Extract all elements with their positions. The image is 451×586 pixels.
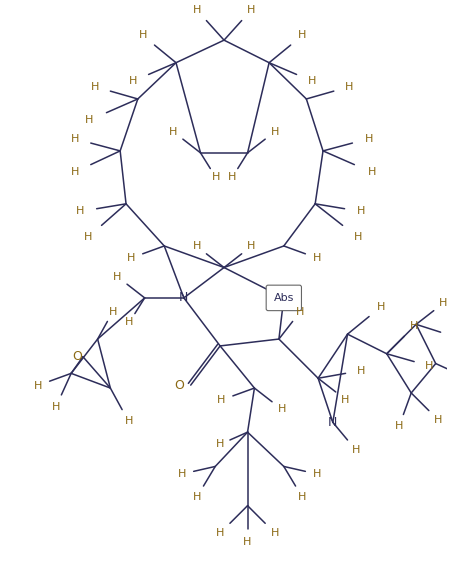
Text: H: H — [33, 380, 42, 390]
Text: H: H — [129, 76, 138, 86]
Text: H: H — [76, 206, 84, 216]
Text: H: H — [192, 5, 200, 15]
Text: H: H — [424, 361, 433, 371]
Text: H: H — [409, 321, 417, 332]
Text: H: H — [193, 492, 201, 502]
Text: H: H — [177, 469, 185, 479]
Text: H: H — [126, 253, 135, 263]
Text: N: N — [179, 291, 188, 304]
Text: H: H — [247, 5, 255, 15]
Text: O: O — [174, 379, 184, 391]
Text: H: H — [298, 30, 306, 40]
Text: H: H — [84, 232, 92, 242]
Text: N: N — [327, 416, 337, 429]
Text: Abs: Abs — [273, 293, 293, 303]
Text: H: H — [433, 415, 442, 425]
Text: H: H — [247, 241, 255, 251]
Text: H: H — [113, 272, 121, 282]
Text: H: H — [270, 127, 278, 137]
Text: H: H — [216, 528, 224, 538]
Text: H: H — [270, 528, 278, 538]
Text: H: H — [216, 440, 224, 449]
Text: H: H — [356, 206, 364, 216]
Text: H: H — [376, 302, 384, 312]
Text: H: H — [313, 253, 321, 263]
Text: H: H — [228, 172, 236, 182]
Text: H: H — [364, 134, 372, 144]
Text: O: O — [72, 350, 82, 363]
Text: H: H — [350, 445, 359, 455]
Text: H: H — [449, 332, 451, 342]
Text: H: H — [85, 115, 93, 125]
Text: H: H — [243, 537, 251, 547]
Text: H: H — [108, 306, 117, 316]
Text: H: H — [216, 395, 225, 405]
Text: H: H — [91, 82, 99, 92]
Text: H: H — [356, 366, 364, 376]
Text: H: H — [124, 417, 133, 427]
Text: H: H — [192, 241, 200, 251]
Text: H: H — [70, 134, 78, 144]
Text: H: H — [295, 306, 304, 316]
Text: H: H — [277, 404, 285, 414]
Text: H: H — [344, 82, 352, 92]
Text: H: H — [353, 232, 361, 242]
Text: H: H — [297, 492, 306, 502]
Text: H: H — [125, 317, 133, 327]
Text: H: H — [341, 394, 349, 404]
FancyBboxPatch shape — [266, 285, 301, 311]
Text: H: H — [307, 76, 315, 86]
Text: H: H — [313, 469, 321, 479]
Text: H: H — [211, 172, 219, 182]
Text: H: H — [70, 167, 78, 177]
Text: H: H — [138, 30, 147, 40]
Text: H: H — [52, 402, 60, 412]
Text: H: H — [367, 167, 375, 177]
Text: H: H — [169, 127, 177, 137]
Text: H: H — [394, 421, 402, 431]
Text: H: H — [438, 298, 446, 308]
